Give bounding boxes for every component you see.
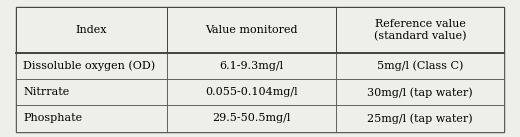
Text: Nitrrate: Nitrrate xyxy=(23,87,70,97)
Text: Index: Index xyxy=(75,25,107,35)
Bar xyxy=(336,53,504,79)
Bar xyxy=(167,7,336,53)
Bar xyxy=(336,105,504,132)
Bar xyxy=(16,79,167,105)
Bar xyxy=(336,7,504,53)
Text: 5mg/l (Class C): 5mg/l (Class C) xyxy=(377,61,463,71)
Bar xyxy=(336,79,504,105)
Bar xyxy=(16,53,167,79)
Text: Phosphate: Phosphate xyxy=(23,113,83,123)
Text: 0.055-0.104mg/l: 0.055-0.104mg/l xyxy=(205,87,298,97)
Text: Reference value
(standard value): Reference value (standard value) xyxy=(374,19,466,41)
Text: 6.1-9.3mg/l: 6.1-9.3mg/l xyxy=(219,61,283,71)
Bar xyxy=(16,7,167,53)
Text: 30mg/l (tap water): 30mg/l (tap water) xyxy=(367,87,473,98)
Bar xyxy=(167,79,336,105)
Bar xyxy=(167,53,336,79)
Text: 29.5-50.5mg/l: 29.5-50.5mg/l xyxy=(212,113,291,123)
Bar xyxy=(16,105,167,132)
Text: Dissoluble oxygen (OD): Dissoluble oxygen (OD) xyxy=(23,61,155,71)
Text: Value monitored: Value monitored xyxy=(205,25,297,35)
Bar xyxy=(167,105,336,132)
Text: 25mg/l (tap water): 25mg/l (tap water) xyxy=(367,113,473,124)
